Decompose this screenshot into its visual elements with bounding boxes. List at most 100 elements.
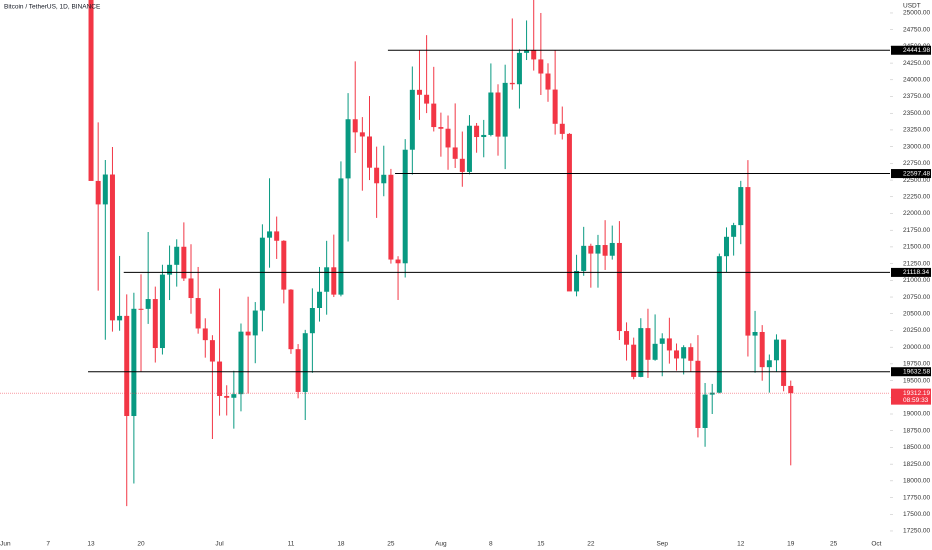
x-tick-label: 7 xyxy=(46,541,50,548)
candle-body xyxy=(645,328,651,360)
candle-body xyxy=(702,394,708,428)
candle-body xyxy=(488,92,494,135)
candle-body xyxy=(788,385,794,394)
candle-body xyxy=(481,134,487,138)
candle-body xyxy=(366,136,372,168)
candle-body xyxy=(574,270,580,292)
y-tick-label: 24750.00 xyxy=(903,26,930,33)
y-tick-label: 17750.00 xyxy=(903,494,930,501)
candle-body xyxy=(474,125,480,138)
plot-area xyxy=(0,0,890,507)
chart-title: Bitcoin / TetherUS, 1D, BINANCE xyxy=(4,4,101,11)
candle-body xyxy=(495,92,501,137)
candle-body xyxy=(766,360,772,368)
y-tick-label: 23250.00 xyxy=(903,127,930,134)
candle-body xyxy=(723,236,729,257)
currency-label: USDT xyxy=(903,3,921,10)
y-tick-label: 19000.00 xyxy=(903,411,930,418)
candle-body xyxy=(773,339,779,361)
y-tick-label: 18250.00 xyxy=(903,461,930,468)
y-tick-label: 20000.00 xyxy=(903,344,930,351)
candle-body xyxy=(395,259,401,264)
y-tick-label: 23750.00 xyxy=(903,93,930,100)
x-tick-label: Sep xyxy=(656,541,668,548)
candle-body xyxy=(317,291,323,308)
x-tick-label: 11 xyxy=(288,541,295,548)
x-tick-label: 12 xyxy=(737,541,745,548)
y-tick-label: 21750.00 xyxy=(903,227,930,234)
candle-body xyxy=(738,187,744,226)
candle-body xyxy=(131,308,137,417)
candle-body xyxy=(716,256,722,393)
candle-body xyxy=(659,338,665,344)
candle-body xyxy=(252,310,258,336)
candle-body xyxy=(502,82,508,137)
y-tick-label: 23000.00 xyxy=(903,143,930,150)
candle-body xyxy=(224,395,230,398)
candle-body xyxy=(431,103,437,128)
candle-body xyxy=(309,307,315,334)
candle-body xyxy=(388,174,394,260)
y-tick-label: 24000.00 xyxy=(903,77,930,84)
candle-body xyxy=(245,331,251,336)
candle-body xyxy=(231,394,237,398)
level-label: 24441.98 xyxy=(903,47,930,54)
level-label: 19632.58 xyxy=(903,368,930,375)
candle-body xyxy=(238,331,244,395)
x-tick-label: 13 xyxy=(87,541,95,548)
candle-body xyxy=(509,82,515,85)
y-tick-label: 17500.00 xyxy=(903,511,930,518)
y-tick-label: 19750.00 xyxy=(903,361,930,368)
candle-body xyxy=(181,246,187,279)
candle-body xyxy=(102,174,108,205)
candle-body xyxy=(95,180,101,205)
candle-body xyxy=(302,333,308,392)
candle-body xyxy=(581,245,587,271)
candle-body xyxy=(152,299,158,349)
y-tick-label: 18750.00 xyxy=(903,427,930,434)
candle-body xyxy=(688,347,694,361)
candle-body xyxy=(402,149,408,264)
level-label-box xyxy=(891,367,931,377)
candle-body xyxy=(416,89,422,95)
candle-body xyxy=(195,298,201,329)
candle-body xyxy=(209,340,215,362)
candle-body xyxy=(374,167,380,184)
candle-body xyxy=(681,347,687,359)
candle-body xyxy=(409,89,415,150)
y-tick-label: 20250.00 xyxy=(903,327,930,334)
countdown-label: 08:59:33 xyxy=(903,397,929,404)
candle-body xyxy=(124,315,130,417)
candle-body xyxy=(559,123,565,134)
candle-body xyxy=(524,50,530,53)
candle-body xyxy=(616,242,622,332)
candle-body xyxy=(145,299,151,309)
candle-body xyxy=(538,59,544,74)
candle-body xyxy=(324,267,330,292)
candle-body xyxy=(109,174,115,321)
candle-body xyxy=(138,308,144,310)
candle-body xyxy=(381,174,387,184)
candle-body xyxy=(752,331,758,336)
x-tick-label: 18 xyxy=(337,541,345,548)
current-price-box xyxy=(891,388,931,405)
candle-body xyxy=(588,245,594,254)
x-tick-label: Jun xyxy=(0,541,11,548)
y-tick-label: 21500.00 xyxy=(903,244,930,251)
candle-body xyxy=(259,237,265,311)
candle-body xyxy=(709,392,715,395)
candle-body xyxy=(174,246,180,265)
candle-body xyxy=(652,343,658,360)
candle-body xyxy=(609,242,615,256)
candle-body xyxy=(167,264,173,275)
candle-body xyxy=(295,349,301,392)
y-tick-label: 18000.00 xyxy=(903,478,930,485)
candle-body xyxy=(438,127,444,129)
candle-body xyxy=(331,267,337,295)
y-tick-label: 21000.00 xyxy=(903,277,930,284)
y-tick-label: 25000.00 xyxy=(903,10,930,17)
level-label-box xyxy=(891,267,931,277)
candle-body xyxy=(274,231,280,241)
candle-body xyxy=(638,328,644,377)
x-tick-label: 25 xyxy=(387,541,395,548)
